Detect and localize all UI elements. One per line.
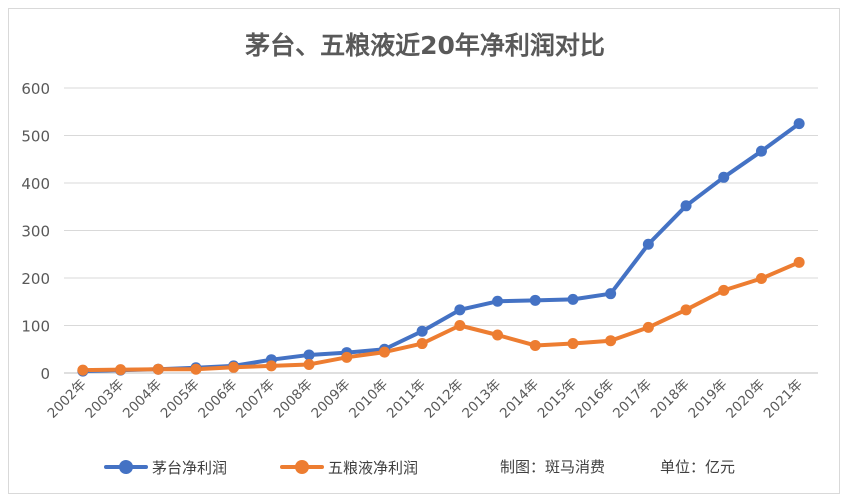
x-tick-label: 2012年 xyxy=(422,377,467,422)
x-tick-label: 2003年 xyxy=(82,377,127,422)
data-point xyxy=(228,361,240,373)
x-tick-label: 2004年 xyxy=(120,377,165,422)
series-points xyxy=(77,118,805,377)
data-point xyxy=(793,118,805,130)
x-tick-label: 2019年 xyxy=(685,377,730,422)
data-point xyxy=(303,358,315,370)
x-tick-label: 2011年 xyxy=(384,377,429,422)
x-tick-label: 2013年 xyxy=(459,377,504,422)
legend-label-maotai: 茅台净利润 xyxy=(152,458,228,477)
y-tick-label: 100 xyxy=(21,318,50,336)
data-point xyxy=(529,339,541,351)
series-line-1 xyxy=(80,260,802,373)
data-point xyxy=(454,304,466,316)
x-tick-label: 2017年 xyxy=(610,377,655,422)
x-tick-label: 2016年 xyxy=(572,377,617,422)
legend-swatch-maotai xyxy=(104,460,148,474)
unit-note: 单位：亿元 xyxy=(660,458,736,476)
data-point xyxy=(567,293,579,305)
data-point xyxy=(642,238,654,250)
data-point xyxy=(567,338,579,350)
source-note: 制图：斑马消费 xyxy=(500,458,606,476)
data-point xyxy=(680,200,692,212)
x-tick-label: 2007年 xyxy=(233,377,278,422)
data-point xyxy=(605,288,617,300)
chart-title: 茅台、五粮液近20年净利润对比 xyxy=(245,31,605,60)
data-point xyxy=(152,363,164,375)
data-point xyxy=(605,335,617,347)
x-tick-label: 2014年 xyxy=(497,377,542,422)
x-tick-label: 2008年 xyxy=(271,377,316,422)
data-point xyxy=(190,363,202,375)
y-tick-label: 300 xyxy=(21,223,50,241)
data-point xyxy=(416,325,428,337)
legend-swatch-wuliangye xyxy=(280,460,324,474)
legend-item-wuliangye: 五粮液净利润 xyxy=(280,452,418,482)
data-point xyxy=(265,360,277,372)
y-tick-label: 600 xyxy=(21,80,50,98)
y-axis: 0 100 200 300 400 500 600 xyxy=(21,80,50,383)
data-point xyxy=(718,284,730,296)
data-point xyxy=(755,272,767,284)
y-tick-label: 500 xyxy=(21,128,50,146)
x-tick-label: 2018年 xyxy=(648,377,693,422)
x-tick-label: 2002年 xyxy=(45,377,90,422)
x-tick-label: 2015年 xyxy=(535,377,580,422)
data-point xyxy=(680,304,692,316)
x-tick-label: 2006年 xyxy=(195,377,240,422)
data-point xyxy=(77,364,89,376)
data-point xyxy=(755,145,767,157)
data-point xyxy=(341,351,353,363)
chart-frame xyxy=(8,8,840,494)
data-point xyxy=(492,329,504,341)
data-point xyxy=(115,364,127,376)
x-tick-label: 2005年 xyxy=(158,377,203,422)
x-axis: 2002年2003年2004年2005年2006年2007年2008年2009年… xyxy=(45,377,806,422)
x-tick-label: 2010年 xyxy=(346,377,391,422)
x-tick-label: 2009年 xyxy=(308,377,353,422)
data-point xyxy=(793,256,805,268)
data-point xyxy=(529,294,541,306)
data-point xyxy=(416,338,428,350)
data-point xyxy=(454,320,466,331)
y-tick-label: 0 xyxy=(40,365,50,383)
y-tick-label: 200 xyxy=(21,270,50,288)
data-point xyxy=(378,346,390,358)
data-point xyxy=(492,295,504,307)
chart-footer: 茅台净利润 五粮液净利润 制图：斑马消费 单位：亿元 xyxy=(0,452,850,482)
series-lines xyxy=(80,121,802,374)
y-tick-label: 400 xyxy=(21,175,50,193)
data-point xyxy=(642,321,654,333)
data-point xyxy=(303,349,315,361)
gridlines xyxy=(64,87,818,374)
x-tick-label: 2020年 xyxy=(723,377,768,422)
data-point xyxy=(718,171,730,183)
legend-label-wuliangye: 五粮液净利润 xyxy=(328,458,419,477)
legend-item-maotai: 茅台净利润 xyxy=(104,452,227,482)
x-tick-label: 2021年 xyxy=(761,377,806,422)
